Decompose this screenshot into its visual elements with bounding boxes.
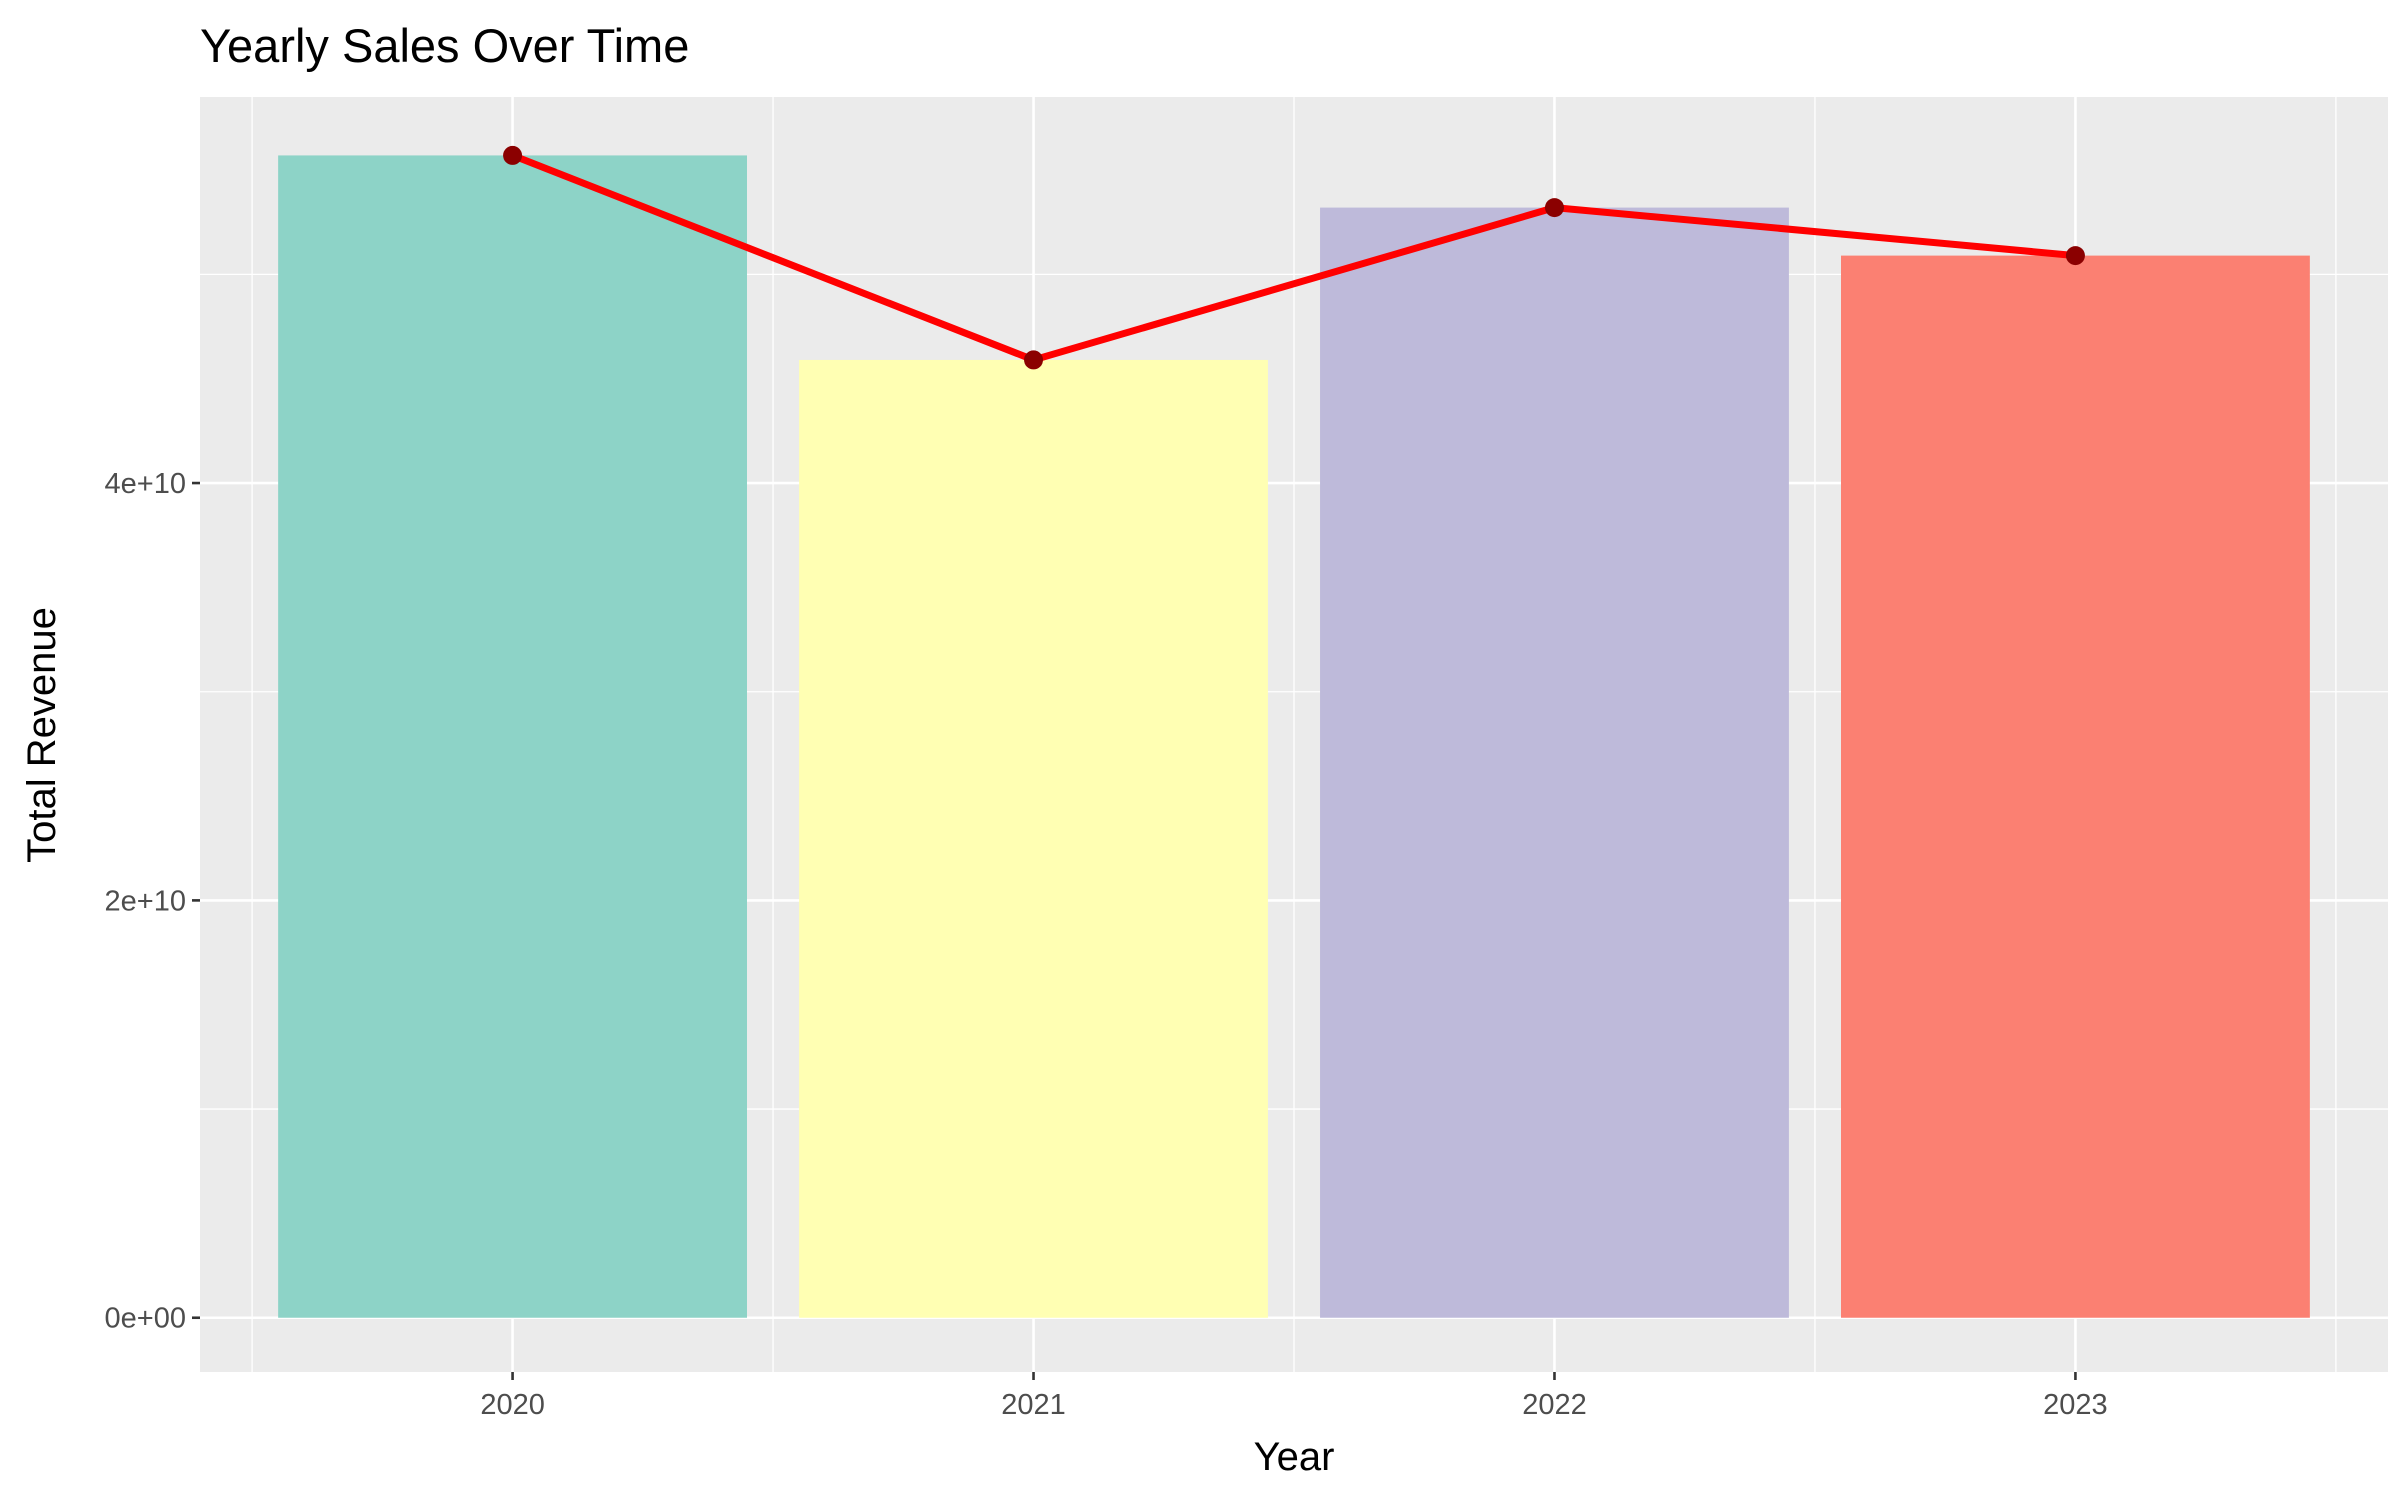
- x-axis-title: Year: [1254, 1435, 1335, 1479]
- trend-line: [511, 152, 2076, 364]
- x-tick-label: 2023: [2043, 1389, 2108, 1421]
- trend-point-2020: [503, 145, 523, 165]
- trend-point-2021: [1024, 350, 1044, 370]
- chart-title: Yearly Sales Over Time: [200, 19, 689, 72]
- trend-point-2023: [2065, 246, 2085, 266]
- x-tick-label: 2022: [1522, 1389, 1587, 1421]
- y-tick-label: 4e+10: [105, 468, 186, 500]
- bar-2022: [1320, 207, 1789, 1318]
- trend-line-layer: [511, 152, 2076, 364]
- x-axis: 2020 2021 2022 2023: [480, 1372, 2108, 1421]
- y-axis: 0e+00 2e+10 4e+10: [105, 468, 200, 1335]
- trend-point-2022: [1544, 198, 1564, 218]
- x-tick-label: 2020: [480, 1389, 545, 1421]
- bar-2021: [799, 359, 1268, 1318]
- y-tick-label: 2e+10: [105, 885, 186, 917]
- bar-2020: [278, 155, 747, 1318]
- trend-points: [503, 145, 2085, 370]
- y-axis-title: Total Revenue: [20, 607, 64, 863]
- x-tick-label: 2021: [1001, 1389, 1066, 1421]
- bars: [278, 155, 2310, 1318]
- bar-2023: [1841, 255, 2310, 1318]
- y-tick-label: 0e+00: [105, 1303, 186, 1335]
